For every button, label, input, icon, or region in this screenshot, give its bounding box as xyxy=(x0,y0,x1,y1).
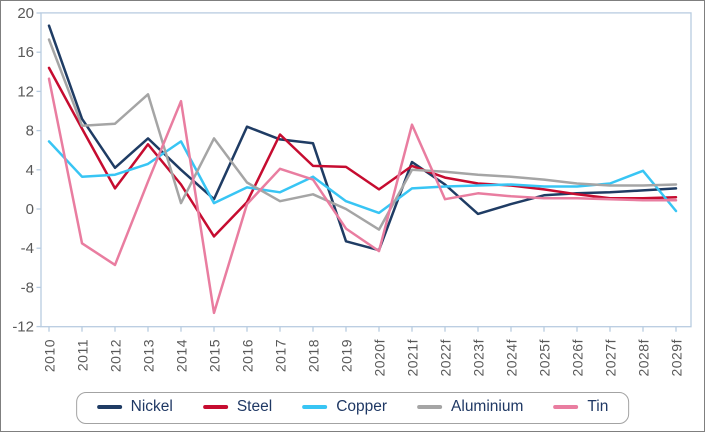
x-axis-tick-label: 2012 xyxy=(108,339,124,372)
legend-item-steel: Steel xyxy=(202,398,273,416)
y-axis-tick-label: 4 xyxy=(26,162,34,179)
y-axis-tick-label: 12 xyxy=(17,83,34,100)
x-axis-tick-label: 2010 xyxy=(42,339,58,372)
y-axis-tick-label: 8 xyxy=(26,123,34,140)
plot-border xyxy=(40,12,692,328)
x-axis-tick-label: 2017 xyxy=(273,339,289,372)
y-axis-tick-label: 16 xyxy=(17,44,34,61)
x-axis-tick-label: 2026f xyxy=(570,339,586,377)
legend-label-aluminium: Aluminium xyxy=(451,398,524,415)
legend-item-tin: Tin xyxy=(553,398,608,416)
chart-legend: Nickel Steel Copper Aluminium Tin xyxy=(75,392,630,424)
x-axis-tick-label: 2024f xyxy=(504,339,520,377)
series-line-tin xyxy=(47,77,678,315)
x-axis-tick-label: 2016 xyxy=(240,339,256,372)
legend-label-steel: Steel xyxy=(236,398,273,415)
legend-swatch-aluminium xyxy=(417,405,443,409)
legend-item-aluminium: Aluminium xyxy=(417,398,523,416)
x-axis-tick-label: 2025f xyxy=(537,339,553,377)
legend-label-copper: Copper xyxy=(336,398,388,415)
x-axis-tick-label: 2023f xyxy=(471,339,487,377)
x-axis-tick-label: 2011 xyxy=(75,339,91,371)
y-axis-tick-label: -8 xyxy=(21,279,34,296)
series-line-steel xyxy=(47,66,678,238)
x-axis-tick-label: 2027f xyxy=(603,339,619,377)
series-line-aluminium xyxy=(47,38,678,231)
legend-swatch-copper xyxy=(302,405,328,409)
x-axis-tick-label: 2021f xyxy=(405,339,421,377)
legend-swatch-nickel xyxy=(96,405,122,409)
x-axis-tick-label: 2022f xyxy=(438,339,454,377)
legend-item-nickel: Nickel xyxy=(96,398,173,416)
y-axis-tick-label: -12 xyxy=(12,319,34,336)
x-axis-tick-label: 2015 xyxy=(207,339,223,372)
y-axis-tick-label: 20 xyxy=(17,5,34,22)
legend-label-nickel: Nickel xyxy=(130,398,173,415)
x-axis-tick-label: 2013 xyxy=(141,339,157,372)
y-axis-tick-label: 0 xyxy=(26,201,34,218)
legend-swatch-steel xyxy=(202,405,228,409)
series-line-copper xyxy=(47,140,678,215)
x-axis-tick-label: 2020f xyxy=(372,339,388,377)
series-line-nickel xyxy=(47,24,678,252)
x-axis-tick-label: 2018 xyxy=(306,339,322,372)
x-axis-tick-label: 2028f xyxy=(636,339,652,377)
x-axis-tick-label: 2029f xyxy=(669,339,685,377)
x-axis-tick-label: 2019 xyxy=(339,339,355,372)
legend-swatch-tin xyxy=(553,405,579,409)
y-axis-tick-label: -4 xyxy=(21,240,34,257)
legend-item-copper: Copper xyxy=(302,398,387,416)
x-axis-tick-label: 2014 xyxy=(174,339,190,372)
legend-label-tin: Tin xyxy=(587,398,609,415)
